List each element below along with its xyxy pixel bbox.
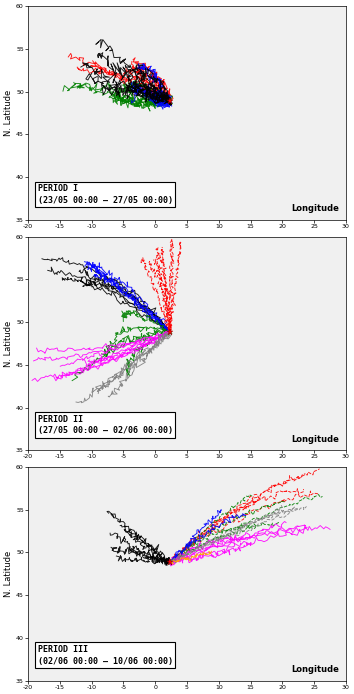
Text: PERIOD III
(02/06 00:00 – 10/06 00:00): PERIOD III (02/06 00:00 – 10/06 00:00): [38, 645, 172, 666]
Text: PERIOD II
(27/05 00:00 – 02/06 00:00): PERIOD II (27/05 00:00 – 02/06 00:00): [38, 414, 172, 435]
Text: Longitude: Longitude: [292, 205, 339, 214]
Y-axis label: N. Latitude: N. Latitude: [4, 551, 13, 597]
Text: PERIOD I
(23/05 00:00 – 27/05 00:00): PERIOD I (23/05 00:00 – 27/05 00:00): [38, 184, 172, 205]
Text: Longitude: Longitude: [292, 435, 339, 444]
Y-axis label: N. Latitude: N. Latitude: [4, 321, 13, 366]
Y-axis label: N. Latitude: N. Latitude: [4, 90, 13, 136]
Text: Longitude: Longitude: [292, 666, 339, 675]
